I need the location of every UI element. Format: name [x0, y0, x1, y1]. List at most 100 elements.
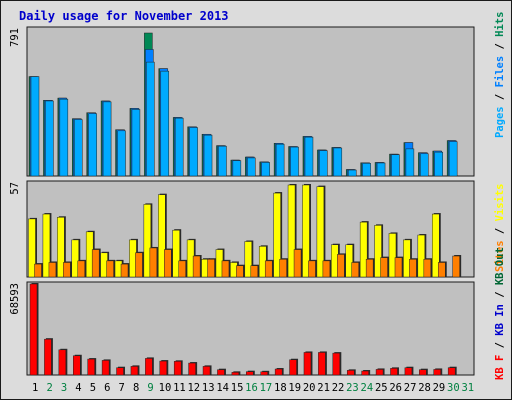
- bar-kb-f: [159, 360, 168, 376]
- bar-kb-f: [101, 360, 110, 376]
- bar-visits: [359, 221, 368, 278]
- day-label: 10: [159, 382, 172, 394]
- bar-kb-f: [303, 352, 312, 376]
- day-label: 18: [274, 382, 287, 394]
- bar-pages: [362, 163, 371, 177]
- y-max-label: 68593: [9, 283, 21, 315]
- bar-pages: [146, 61, 155, 177]
- day-label: 26: [389, 382, 402, 394]
- legend-entry: Hits: [494, 12, 506, 37]
- plot-area: [26, 281, 475, 376]
- bar-visits: [287, 184, 296, 278]
- bar-pages: [174, 117, 184, 177]
- bar-sites: [91, 249, 100, 278]
- bar-pages: [304, 136, 314, 177]
- bar-pages: [203, 134, 213, 177]
- bar-sites: [135, 252, 143, 278]
- bar-visits: [431, 213, 440, 278]
- bar-pages: [405, 148, 415, 177]
- bar-sites: [380, 257, 388, 278]
- bar-sites: [351, 262, 359, 278]
- day-label: 1: [32, 382, 38, 394]
- day-label: 20: [303, 382, 316, 394]
- day-label: 11: [173, 382, 186, 394]
- bar-visits: [388, 233, 397, 278]
- legend-entry: Pages: [494, 106, 506, 138]
- bar-pages: [319, 150, 328, 177]
- day-label: 27: [404, 382, 417, 394]
- bar-sites: [221, 260, 230, 278]
- bar-kb-f: [289, 359, 297, 376]
- day-label: 28: [418, 382, 431, 394]
- day-label: 12: [187, 382, 200, 394]
- bar-visits: [345, 244, 353, 278]
- bar-kb-f: [390, 368, 398, 376]
- bar-sites: [250, 265, 259, 278]
- day-label: 13: [202, 382, 215, 394]
- bar-sites: [106, 260, 114, 278]
- bar-pages: [189, 127, 198, 177]
- bar-pages: [333, 147, 343, 177]
- day-label: 30: [447, 382, 460, 394]
- bar-kb-f: [58, 349, 67, 376]
- bar-pages: [434, 151, 443, 177]
- day-label: 2: [46, 382, 52, 394]
- bar-sites: [63, 262, 71, 278]
- bar-kb-f: [419, 369, 427, 376]
- bar-pages: [102, 101, 112, 177]
- y-max-label: 791: [9, 28, 21, 47]
- bar-kb-f: [346, 370, 355, 376]
- day-label: 29: [433, 382, 446, 394]
- bar-visits: [71, 239, 80, 278]
- day-label: 5: [90, 382, 96, 394]
- bar-kb-f: [361, 370, 369, 376]
- bar-kb-f: [116, 367, 124, 376]
- bar-pages: [117, 130, 126, 177]
- bar-visits: [143, 204, 152, 278]
- legend-entry: Visits: [494, 183, 506, 221]
- legend-entry: Files: [494, 56, 506, 88]
- bar-kb-f: [73, 355, 81, 376]
- day-label: 3: [61, 382, 67, 394]
- panel-kb: [26, 281, 475, 376]
- day-label: 4: [75, 382, 81, 394]
- day-label: 15: [231, 382, 244, 394]
- y-max-label: 57: [9, 182, 21, 195]
- bar-sites: [322, 260, 331, 278]
- bar-kb-f: [274, 368, 283, 376]
- bar-pages: [448, 141, 458, 177]
- bar-visits: [403, 239, 411, 278]
- bar-sites: [34, 263, 42, 278]
- bar-pages: [74, 119, 83, 177]
- bar-pages: [290, 146, 299, 177]
- bar-sites: [207, 258, 215, 278]
- bar-visits: [374, 225, 382, 278]
- day-labels: 1 2 3 4 5 6 7 8 9 10 11 12 13 14 15 16 17 18 19 20 21 22 23 24 2…: [32, 382, 474, 394]
- series-legend: Pages / Files / Hits: [494, 12, 506, 138]
- day-label: 19: [288, 382, 301, 394]
- bar-sites: [409, 258, 417, 278]
- day-label: 17: [260, 382, 273, 394]
- bar-sites: [48, 262, 57, 278]
- day-label: 31: [461, 382, 474, 394]
- bar-sites: [337, 254, 345, 278]
- legend-separator: /: [494, 336, 506, 355]
- bar-visits: [57, 217, 65, 278]
- bar-pages: [218, 145, 227, 177]
- day-label: 7: [119, 382, 125, 394]
- bar-sites: [308, 260, 316, 278]
- bar-sites: [293, 249, 302, 278]
- bar-sites: [365, 258, 374, 278]
- bar-kb-f: [447, 367, 456, 376]
- bar-pages: [131, 109, 141, 177]
- bar-sites: [236, 265, 244, 278]
- legend-entry: KB In: [494, 304, 506, 336]
- legend-entry: KB F: [494, 355, 506, 380]
- bar-kb-f: [29, 283, 38, 376]
- bar-pages: [376, 162, 386, 177]
- day-label: 24: [361, 382, 374, 394]
- bar-kb-f: [87, 358, 95, 376]
